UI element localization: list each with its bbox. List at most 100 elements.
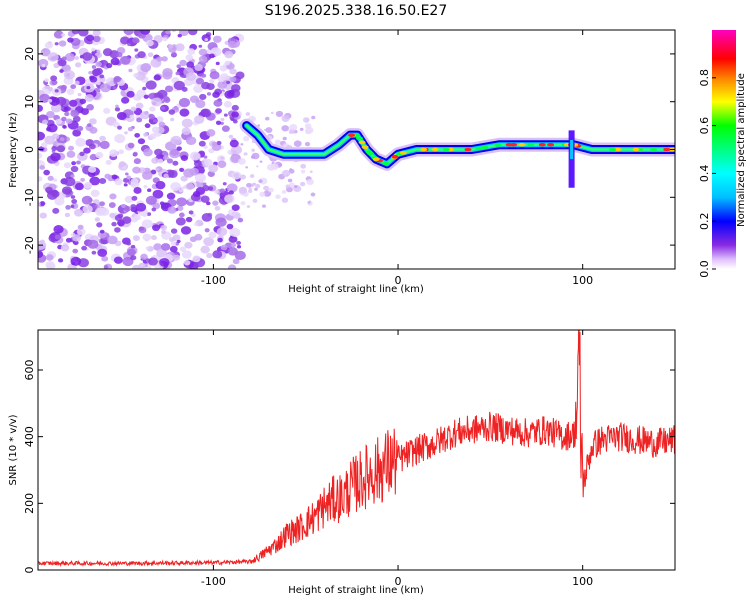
spectrogram-noise-blob — [88, 166, 97, 173]
spectrogram-noise-blob — [79, 98, 87, 105]
spectrogram-hotspot — [356, 136, 364, 141]
spectrogram-noise-blob — [89, 118, 97, 125]
spectrogram-noise-blob — [282, 136, 287, 141]
spectrogram-noise-blob — [98, 177, 107, 184]
spectrogram-noise-blob — [130, 178, 139, 185]
spectrogram-noise-blob — [144, 123, 151, 129]
spectrogram-noise-blob — [185, 54, 194, 61]
spectrogram-noise-blob — [134, 48, 139, 52]
colorbar-tick-label: 0.6 — [698, 117, 711, 135]
spectrogram-noise-blob — [215, 120, 222, 125]
spectrogram-noise-blob — [176, 205, 184, 211]
spectrogram-noise-blob — [211, 141, 218, 147]
spectrogram-noise-blob — [162, 155, 169, 161]
spectrogram-noise-blob — [220, 117, 225, 122]
spectrogram-noise-blob — [133, 214, 141, 221]
snr-x-tick-label: -100 — [201, 575, 226, 588]
spectrogram-noise-blob — [74, 56, 80, 60]
spectrogram-noise-blob — [256, 165, 259, 168]
spectrogram-noise-blob — [161, 229, 167, 235]
spectrogram-noise-blob — [206, 82, 215, 91]
spectrogram-noise-blob — [181, 127, 191, 135]
spectrogram-hotspot — [650, 147, 658, 152]
spectrogram-noise-blob — [193, 84, 203, 93]
spectrogram-noise-blob — [38, 104, 44, 113]
spectrogram-noise-blob — [61, 33, 66, 37]
spectrogram-noise-blob — [231, 104, 239, 111]
spectrogram-noise-blob — [133, 158, 141, 165]
spectrogram-noise-blob — [217, 155, 226, 163]
spectrogram-noise-blob — [157, 89, 168, 99]
snr-y-tick-label: 400 — [23, 426, 36, 447]
spectrogram-y-tick-label: -20 — [23, 236, 36, 254]
spectrogram-noise-blob — [81, 195, 93, 205]
spectrogram-hotspot — [518, 142, 526, 147]
spectrogram-noise-blob — [118, 161, 126, 168]
spectrogram-noise-blob — [266, 163, 276, 171]
spectrogram-noise-blob — [169, 148, 181, 159]
spectrogram-noise-blob — [38, 176, 43, 182]
spectrogram-noise-blob — [39, 93, 51, 103]
spectrogram-noise-blob — [125, 172, 129, 176]
spectrogram-noise-blob — [179, 246, 187, 252]
spectrogram-noise-blob — [243, 152, 248, 156]
spectrogram-noise-blob — [152, 189, 164, 199]
spectrogram-noise-blob — [54, 42, 59, 46]
spectrogram-hotspot — [505, 142, 513, 147]
spectrogram-noise-blob — [132, 166, 141, 174]
spectrogram-noise-blob — [209, 71, 220, 80]
snr-y-tick-label: 0 — [23, 567, 36, 574]
spectrogram-noise-blob — [111, 174, 118, 180]
spectrogram-noise-blob — [109, 193, 117, 200]
spectrogram-noise-blob — [45, 254, 54, 261]
spectrogram-noise-blob — [81, 245, 87, 251]
spectrogram-noise-blob — [148, 93, 155, 99]
spectrogram-noise-blob — [302, 117, 310, 123]
spectrogram-noise-blob — [92, 30, 101, 37]
spectrogram-noise-blob — [126, 175, 132, 180]
spectrogram-noise-blob — [224, 60, 231, 66]
spectrogram-noise-blob — [78, 30, 89, 37]
spectrogram-noise-blob — [154, 148, 163, 156]
spectrogram-noise-blob — [259, 160, 263, 163]
spectrogram-noise-blob — [114, 227, 121, 233]
spectrogram-noise-blob — [38, 152, 43, 159]
spectrogram-x-axis-label: Height of straight line (km) — [288, 284, 424, 295]
spectrogram-noise-blob — [153, 74, 161, 81]
spectrogram-noise-blob — [70, 195, 76, 199]
spectrogram-noise-blob — [101, 255, 109, 262]
spectrogram-noise-blob — [72, 129, 82, 137]
spectrogram-noise-blob — [141, 219, 153, 229]
spectrogram-noise-blob — [183, 260, 191, 266]
spectrogram-noise-blob — [227, 40, 237, 49]
spectrogram-noise-blob — [133, 187, 142, 194]
spectrogram-noise-blob — [148, 113, 154, 118]
spectrogram-noise-blob — [216, 140, 222, 146]
spectrogram-noise-blob — [127, 43, 131, 47]
spectrogram-noise-blob — [304, 123, 312, 129]
spectrogram-noise-blob — [74, 62, 82, 68]
spectrogram-noise-blob — [97, 230, 107, 239]
spectrogram-noise-blob — [293, 184, 298, 189]
spectrogram-noise-blob — [206, 129, 216, 137]
spectrogram-noise-blob — [275, 110, 284, 117]
spectrogram-noise-blob — [246, 205, 251, 208]
spectrogram-noise-blob — [245, 112, 251, 116]
spectrogram-noise-blob — [123, 183, 128, 187]
spectrogram-noise-blob — [99, 74, 105, 79]
spectrogram-noise-blob — [212, 35, 222, 43]
spectrogram-noise-blob — [153, 119, 158, 123]
spectrogram-y-tick-label: 10 — [23, 95, 36, 109]
spectrogram-noise-blob — [143, 184, 148, 189]
spectrogram-noise-blob — [136, 89, 147, 98]
spectrogram-noise-blob — [281, 125, 289, 132]
spectrogram-noise-blob — [178, 212, 185, 218]
spectrogram-noise-blob — [111, 221, 117, 227]
spectrogram-noise-blob — [168, 109, 176, 115]
spectrogram-noise-blob — [180, 226, 192, 235]
spectrogram-noise-blob — [267, 187, 274, 193]
spectrogram-noise-blob — [109, 212, 116, 218]
spectrogram-noise-blob — [71, 30, 80, 35]
spectrogram-noise-blob — [137, 138, 146, 145]
spectrogram-noise-blob — [228, 264, 237, 269]
